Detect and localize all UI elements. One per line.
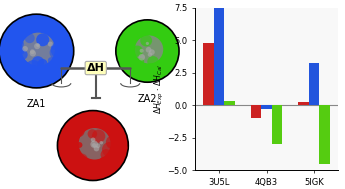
Circle shape [32, 56, 44, 69]
Circle shape [132, 64, 141, 73]
Circle shape [70, 123, 85, 138]
Circle shape [135, 31, 142, 39]
Circle shape [22, 46, 28, 52]
Circle shape [130, 61, 138, 68]
Circle shape [147, 69, 158, 80]
Circle shape [76, 153, 88, 166]
Circle shape [148, 52, 152, 57]
Circle shape [146, 47, 151, 53]
Circle shape [48, 62, 63, 77]
Circle shape [164, 42, 172, 50]
Circle shape [117, 144, 124, 151]
Circle shape [51, 43, 58, 50]
Circle shape [25, 33, 35, 43]
Y-axis label: $\Delta H_{Exp}$ $\cdot$ $\Delta H_{Cal}$: $\Delta H_{Exp}$ $\cdot$ $\Delta H_{Cal}… [153, 64, 166, 114]
Circle shape [160, 33, 168, 40]
Circle shape [57, 111, 128, 180]
Circle shape [135, 36, 163, 64]
Circle shape [90, 118, 98, 125]
Circle shape [72, 117, 86, 130]
Circle shape [36, 33, 49, 46]
Circle shape [48, 42, 53, 47]
Circle shape [140, 49, 144, 53]
Circle shape [65, 136, 74, 145]
Circle shape [68, 143, 78, 152]
Circle shape [6, 62, 18, 74]
Circle shape [16, 63, 30, 77]
Circle shape [92, 129, 105, 143]
Circle shape [75, 158, 81, 165]
Circle shape [18, 50, 28, 60]
Bar [203, 43, 214, 105]
Circle shape [147, 56, 159, 67]
Circle shape [124, 41, 135, 52]
Circle shape [92, 143, 96, 147]
Circle shape [93, 146, 99, 151]
Circle shape [30, 50, 36, 57]
Circle shape [48, 57, 55, 64]
Circle shape [34, 43, 40, 49]
Circle shape [138, 54, 145, 60]
Circle shape [6, 55, 13, 63]
Circle shape [22, 24, 31, 34]
Circle shape [21, 33, 55, 66]
Circle shape [79, 128, 111, 160]
Circle shape [77, 122, 86, 131]
Bar [272, 105, 282, 144]
Circle shape [36, 43, 40, 47]
Text: ZA1: ZA1 [27, 99, 46, 109]
Circle shape [137, 58, 144, 65]
Circle shape [11, 38, 24, 50]
Circle shape [73, 151, 80, 158]
Circle shape [120, 58, 132, 70]
Circle shape [88, 129, 97, 139]
Circle shape [149, 49, 155, 55]
Circle shape [51, 43, 65, 58]
Bar [319, 105, 330, 164]
Circle shape [100, 157, 106, 163]
Circle shape [99, 114, 107, 122]
Circle shape [90, 140, 98, 148]
Circle shape [50, 45, 64, 60]
Circle shape [132, 46, 143, 57]
Bar [309, 64, 319, 105]
Circle shape [69, 157, 82, 170]
Circle shape [60, 141, 75, 156]
Text: ΔH: ΔH [87, 63, 105, 73]
Circle shape [116, 142, 127, 154]
Circle shape [145, 64, 155, 74]
Circle shape [159, 66, 169, 76]
Circle shape [77, 142, 82, 148]
Circle shape [26, 60, 41, 75]
Bar [298, 102, 309, 105]
Circle shape [140, 35, 152, 46]
Circle shape [102, 142, 118, 157]
Circle shape [146, 42, 149, 45]
Circle shape [91, 138, 96, 142]
Bar [251, 105, 261, 118]
Circle shape [99, 163, 107, 171]
Circle shape [106, 135, 120, 149]
Text: ZA2: ZA2 [138, 94, 157, 104]
Bar [224, 101, 235, 105]
Circle shape [0, 14, 74, 88]
Circle shape [100, 141, 103, 144]
Bar [214, 6, 224, 105]
Circle shape [100, 149, 112, 160]
Circle shape [96, 143, 100, 148]
Circle shape [16, 25, 25, 34]
Circle shape [146, 68, 158, 80]
Circle shape [143, 29, 150, 35]
Circle shape [17, 47, 24, 55]
Circle shape [116, 20, 179, 82]
Circle shape [55, 29, 61, 36]
Circle shape [30, 49, 35, 54]
Circle shape [38, 59, 48, 69]
Circle shape [20, 25, 27, 31]
Bar [261, 105, 272, 109]
